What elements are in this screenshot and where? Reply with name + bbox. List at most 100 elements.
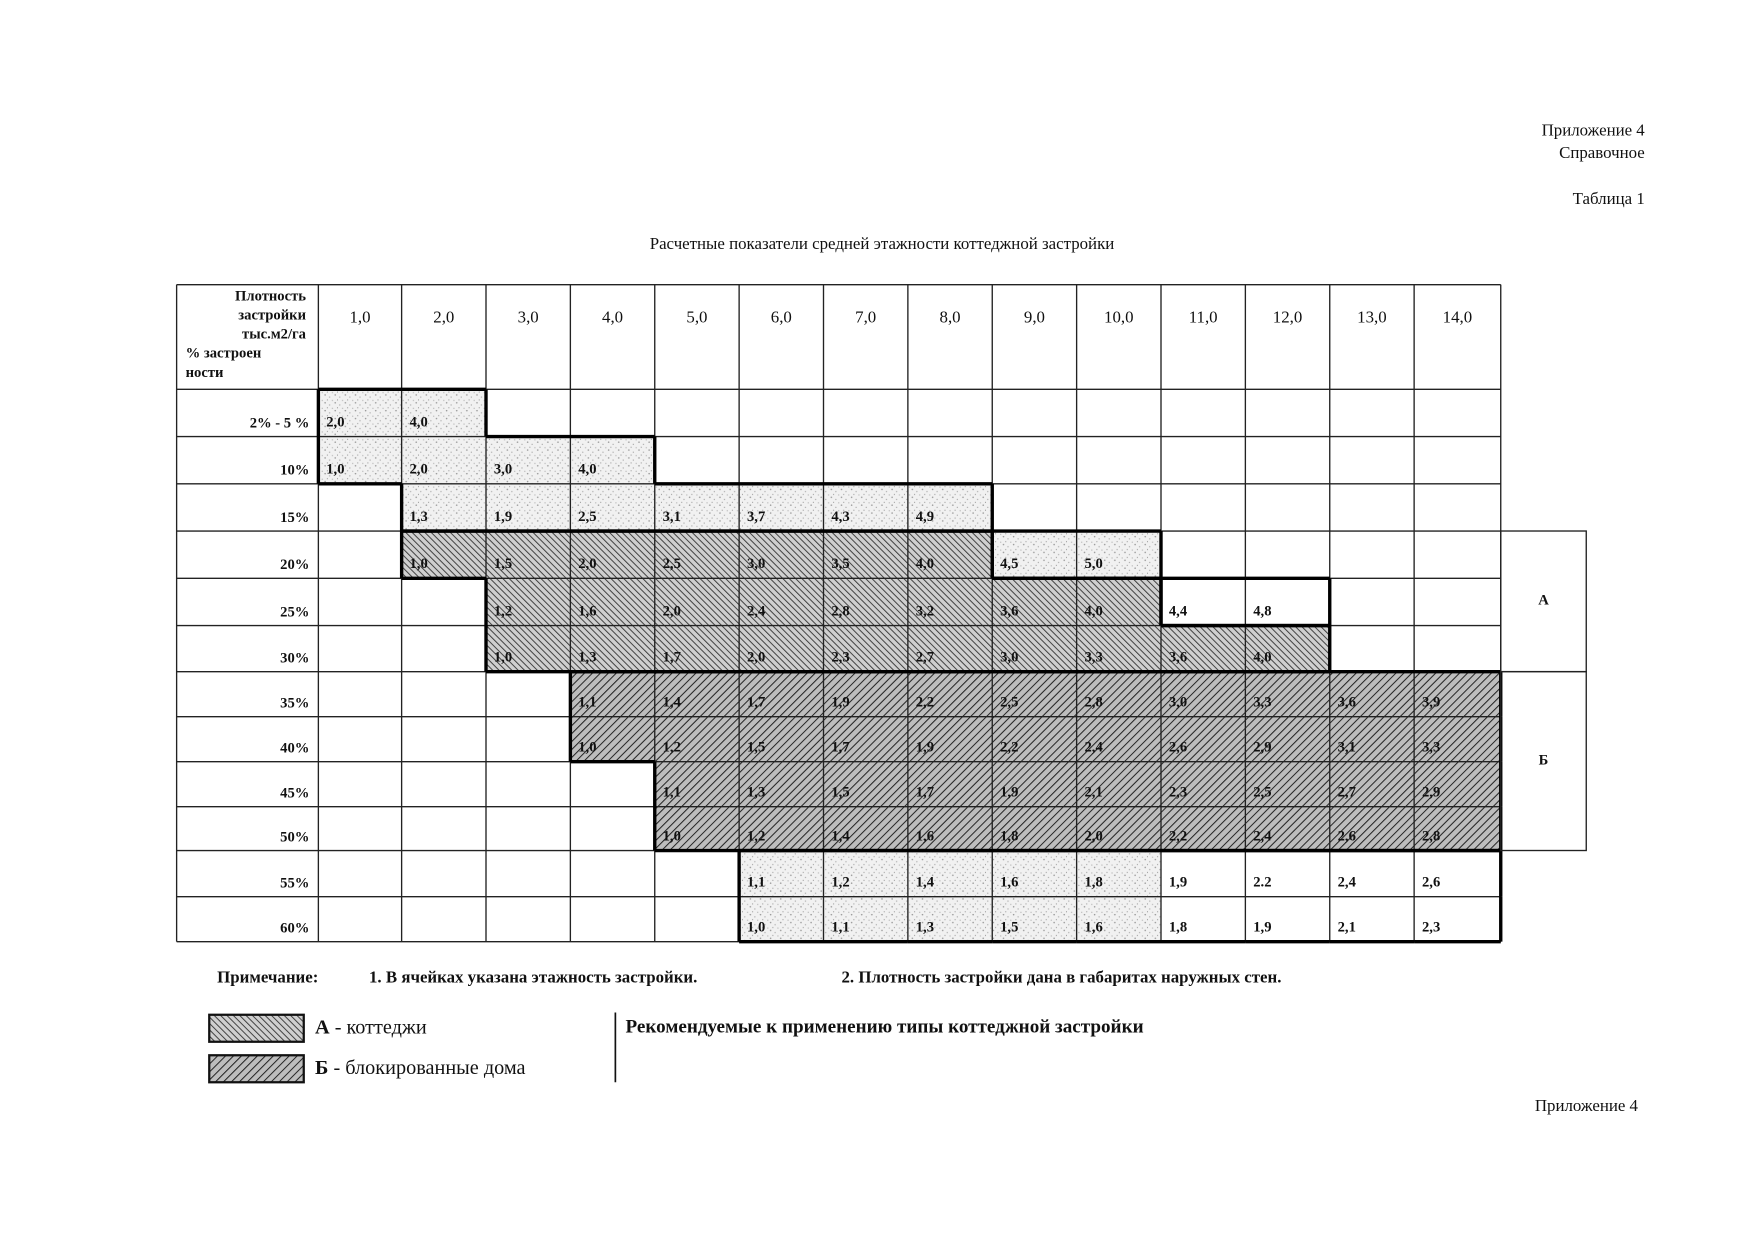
cell-value: 3,0 [747,556,765,572]
cell-fill [1161,761,1246,807]
cell-value: 1,2 [831,874,849,890]
row-label: 20% [280,557,309,573]
cell-fill [1076,850,1161,897]
cell-value: 2,6 [1169,739,1187,755]
note: 1. В ячейках указана этажность застройки… [369,968,697,987]
group-label: Б [1539,752,1549,768]
cell-value: 2,1 [1085,784,1103,800]
corner-label: % застроен [186,346,262,362]
cell-fill [992,578,1077,626]
cell-value: 3,3 [1085,649,1103,665]
cell-value: 1,6 [916,828,934,844]
cell-fill [486,625,571,672]
cell-fill [1161,625,1246,672]
cell-value: 1,1 [663,784,681,800]
cell-value: 2,4 [1338,874,1357,890]
cell-fill [1076,578,1161,626]
cell-fill [570,625,655,672]
cell-fill [992,625,1077,672]
cell-fill [739,850,824,897]
cell-fill [823,671,908,717]
cell-value: 2,9 [1422,784,1440,800]
cell-fill [739,531,824,579]
cell-value: 1,3 [916,919,934,935]
cell-value: 1,7 [831,739,849,755]
cell-value: 4,9 [916,509,934,525]
cell-fill [570,436,655,484]
cell-fill [1161,806,1246,851]
cell-value: 4,3 [831,509,849,525]
legend-key: Б [315,1056,328,1078]
cell-fill [823,531,908,579]
cell-fill [1245,806,1330,851]
column-header: 13,0 [1357,307,1387,326]
cell-fill [823,896,908,942]
cell-fill [907,896,993,942]
cell-value: 1,0 [494,649,512,665]
cell-fill [1161,896,1246,942]
cell-value: 1,0 [410,556,428,572]
cell-fill [1329,896,1415,942]
cell-value: 3,1 [663,509,681,525]
cell-value: 1,8 [1169,919,1187,935]
cell-fill [401,483,486,532]
cell-fill [486,578,571,626]
column-header: 1,0 [349,307,370,326]
cell-value: 2,7 [1338,784,1356,800]
cell-value: 1,9 [1169,874,1187,890]
cell-fill [1329,761,1415,807]
cell-value: 3,7 [747,509,765,525]
cell-value: 2,0 [747,649,765,665]
cell-value: 1,0 [663,828,681,844]
cell-fill [907,850,993,897]
row-label: 10% [280,463,309,479]
cell-fill [401,436,486,484]
cell-fill [654,531,740,579]
cell-fill [1161,578,1246,626]
cell-value: 2,5 [663,556,681,572]
row-label: 60% [280,921,309,937]
cell-value: 4,0 [1085,603,1103,619]
cell-value: 2.2 [1253,874,1271,890]
cell-value: 2,3 [1169,784,1187,800]
cell-value: 3,2 [916,603,934,619]
cell-fill [1329,716,1415,762]
cell-fill [486,436,571,484]
cell-value: 2,4 [1085,739,1104,755]
cell-value: 1,9 [1253,919,1271,935]
legend-item: А - коттеджи [315,1016,427,1038]
footer: Приложение 4 [1535,1096,1639,1115]
column-header: 8,0 [940,307,961,326]
corner-label: ности [186,365,224,381]
cell-fill [1076,716,1161,762]
cell-value: 1,5 [747,739,765,755]
cell-fill [1245,896,1330,942]
cell-value: 3,3 [1253,694,1271,710]
column-header: 6,0 [771,307,792,326]
cell-fill [654,716,740,762]
row-label: 50% [280,829,309,845]
cell-value: 2,5 [1000,694,1018,710]
cell-fill [1076,531,1161,579]
cell-fill [1076,671,1161,717]
cell-fill [486,531,571,579]
cell-value: 1,9 [1000,784,1018,800]
cell-fill [907,716,993,762]
cell-value: 2,0 [663,603,681,619]
cell-value: 3,3 [1422,739,1440,755]
cell-value: 3,6 [1169,649,1187,665]
cell-value: 2,5 [1253,784,1271,800]
cell-value: 1,4 [831,828,850,844]
cell-value: 2,7 [916,649,934,665]
cell-fill [992,531,1077,579]
cell-fill [654,671,740,717]
cell-fill [823,716,908,762]
cell-value: 1,1 [578,694,596,710]
cell-value: 3,9 [1422,694,1440,710]
cell-fill [823,625,908,672]
cell-fill [739,671,824,717]
cell-fill [401,389,486,437]
cell-fill [401,531,486,579]
cell-value: 1,7 [663,649,681,665]
